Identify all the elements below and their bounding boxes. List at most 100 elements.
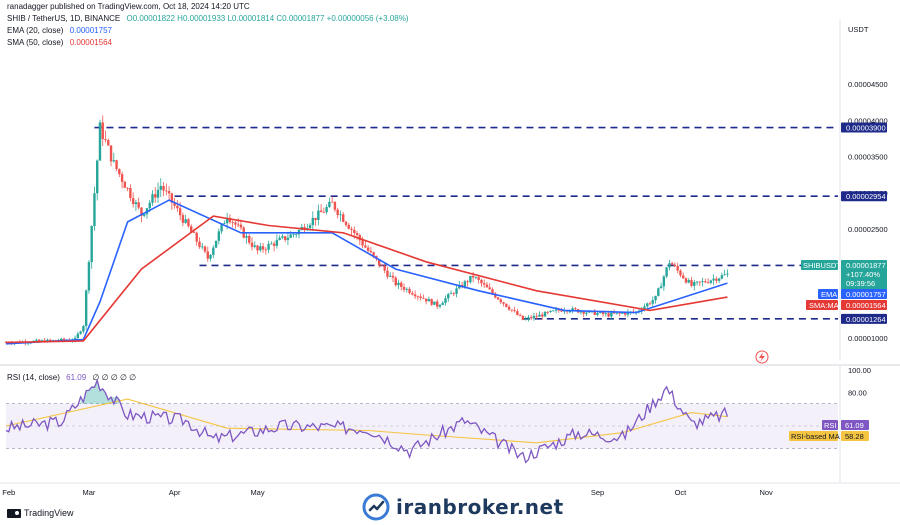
candle-body xyxy=(607,313,610,317)
candle-body xyxy=(496,297,500,300)
tradingview-logo[interactable]: TradingView xyxy=(7,508,74,518)
price-tick-label: 0.00002500 xyxy=(848,225,888,234)
price-tag-change: +107.40% xyxy=(846,270,880,279)
candle-body xyxy=(212,247,215,255)
candle-body xyxy=(250,242,254,247)
candle-body xyxy=(568,311,572,313)
candle-body xyxy=(156,189,160,198)
candle-body xyxy=(120,174,124,182)
candle-body xyxy=(518,315,522,316)
ema-tag-value: 0.00001757 xyxy=(846,290,886,299)
candle-body xyxy=(400,282,403,287)
candle-body xyxy=(436,301,439,307)
candle-body xyxy=(176,205,179,209)
candle-body xyxy=(159,186,162,190)
time-tick-label: Mar xyxy=(82,488,95,497)
candle-body xyxy=(615,312,619,314)
candle-body xyxy=(261,246,265,250)
rsi-tag-name: RSI xyxy=(824,421,837,430)
rsi-legend[interactable]: RSI (14, close) 61.09 ∅ ∅ ∅ ∅ ∅ xyxy=(7,373,136,382)
candle-body xyxy=(427,299,431,302)
candle-body xyxy=(599,311,602,313)
ema-legend-value: 0.00001757 xyxy=(69,26,112,35)
candle-body xyxy=(386,270,389,277)
candle-body xyxy=(308,225,312,229)
level-tag-box xyxy=(841,313,887,324)
candle-body xyxy=(167,191,171,194)
candle-body xyxy=(416,296,420,298)
candle-body xyxy=(311,217,315,226)
candle-body xyxy=(527,317,530,319)
candle-body xyxy=(289,234,292,238)
rsi-ma-tag: RSI-based MA 58.28 xyxy=(789,431,869,441)
candle-body xyxy=(391,275,395,278)
candle-body xyxy=(585,312,588,314)
candle-body xyxy=(717,278,721,281)
ema-legend[interactable]: EMA (20, close) 0.00001757 xyxy=(7,26,112,35)
candle-body xyxy=(482,283,486,285)
candle-body xyxy=(646,303,649,307)
candle-body xyxy=(328,201,331,208)
candle-body xyxy=(347,224,350,229)
candle-body xyxy=(676,266,679,271)
candle-body xyxy=(198,241,201,248)
candle-body xyxy=(87,262,91,291)
price-tick-label: 0.00004000 xyxy=(848,116,888,125)
candle-body xyxy=(491,289,494,294)
price-tag-countdown: 09:39:56 xyxy=(846,279,875,288)
candle-body xyxy=(411,293,414,295)
rsi-tag-value: 61.09 xyxy=(845,421,864,430)
candle-body xyxy=(383,265,386,271)
candle-body xyxy=(281,236,284,238)
candle-body xyxy=(239,224,243,228)
candle-body xyxy=(433,301,436,305)
candle-body xyxy=(579,311,583,313)
candle-body xyxy=(272,243,276,246)
candle-body xyxy=(49,339,52,341)
lightning-icon[interactable] xyxy=(755,350,769,364)
time-tick-label: Nov xyxy=(759,488,773,497)
candle-body xyxy=(109,145,113,162)
candle-body xyxy=(377,258,381,266)
ema-legend-label: EMA (20, close) xyxy=(7,26,64,35)
candle-body xyxy=(342,214,345,222)
candle-body xyxy=(441,302,444,305)
candle-body xyxy=(709,280,713,283)
candle-body xyxy=(701,281,704,283)
candle-body xyxy=(264,249,268,251)
level-tag-box xyxy=(841,191,887,202)
candle-body xyxy=(419,296,422,298)
candle-body xyxy=(364,245,367,248)
candle-body xyxy=(698,281,701,283)
candle-body xyxy=(35,339,38,341)
candle-body xyxy=(217,231,221,241)
candle-body xyxy=(143,214,146,216)
candle-body xyxy=(286,237,290,240)
candle-body xyxy=(259,246,262,251)
symbol-legend: SHIB / TetherUS, 1D, BINANCE O0.00001822… xyxy=(7,14,409,23)
candle-body xyxy=(405,288,408,290)
candle-body xyxy=(350,228,353,230)
candle-body xyxy=(4,342,8,344)
candle-body xyxy=(369,250,373,253)
candle-body xyxy=(546,311,549,313)
candle-body xyxy=(140,207,143,216)
candle-body xyxy=(670,263,674,265)
candle-body xyxy=(582,311,585,314)
sma-legend[interactable]: SMA (50, close) 0.00001564 xyxy=(7,38,112,47)
candle-body xyxy=(231,222,234,223)
level-tag-box xyxy=(841,122,887,133)
candle-body xyxy=(402,286,406,290)
candle-body xyxy=(73,337,77,341)
candle-body xyxy=(648,303,652,305)
candle-body xyxy=(706,282,710,284)
candle-body xyxy=(541,314,544,317)
candle-body xyxy=(333,202,337,210)
candle-body xyxy=(322,212,326,213)
time-tick-label: Apr xyxy=(169,488,181,497)
rsi-legend-label: RSI (14, close) xyxy=(7,373,60,382)
price-tick-label: 0.00001000 xyxy=(848,334,888,343)
candle-body xyxy=(170,193,174,203)
candle-body xyxy=(693,282,696,286)
